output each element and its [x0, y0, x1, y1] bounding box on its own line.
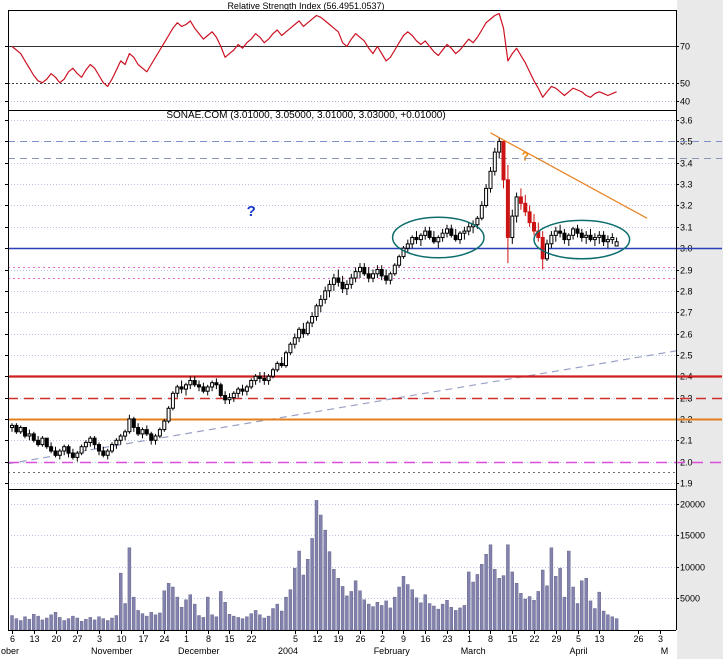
- svg-text:8: 8: [206, 634, 211, 644]
- svg-text:70: 70: [680, 42, 690, 52]
- svg-text:5000: 5000: [680, 594, 700, 604]
- svg-text:?: ?: [522, 150, 529, 164]
- svg-text:2.0: 2.0: [680, 458, 693, 468]
- svg-text:17: 17: [138, 634, 148, 644]
- svg-text:6: 6: [10, 634, 15, 644]
- rsi-line: [11, 13, 617, 98]
- svg-text:27: 27: [72, 634, 82, 644]
- gridlines: [5, 46, 679, 599]
- svg-text:5: 5: [293, 634, 298, 644]
- svg-text:24: 24: [159, 634, 169, 644]
- svg-text:13: 13: [29, 634, 39, 644]
- svg-text:?: ?: [247, 203, 256, 220]
- svg-text:3.3: 3.3: [680, 180, 693, 190]
- svg-text:1: 1: [184, 634, 189, 644]
- candlesticks: [10, 137, 619, 462]
- svg-text:3.2: 3.2: [680, 201, 693, 211]
- svg-text:5: 5: [576, 634, 581, 644]
- svg-text:12: 12: [312, 634, 322, 644]
- svg-text:29: 29: [551, 634, 561, 644]
- svg-text:3: 3: [658, 634, 663, 644]
- panel-borders: [8, 10, 677, 631]
- svg-text:2.1: 2.1: [680, 436, 693, 446]
- x-axis: 6 13 20 27 3 10 17 24 1 8 15 22 5 12 19 26 2 9 16 23 1 8 15 22 2…: [1, 630, 668, 656]
- svg-text:M: M: [661, 646, 669, 656]
- svg-text:1: 1: [467, 634, 472, 644]
- svg-text:26: 26: [633, 634, 643, 644]
- svg-text:8: 8: [488, 634, 493, 644]
- volume-bars: [10, 500, 619, 631]
- svg-text:19: 19: [333, 634, 343, 644]
- svg-text:16: 16: [420, 634, 430, 644]
- svg-text:2004: 2004: [278, 646, 298, 656]
- svg-text:20000: 20000: [680, 500, 705, 510]
- svg-text:22: 22: [529, 634, 539, 644]
- svg-text:2.8: 2.8: [680, 287, 693, 297]
- svg-text:26: 26: [355, 634, 365, 644]
- svg-text:9: 9: [401, 634, 406, 644]
- svg-text:March: March: [461, 646, 486, 656]
- svg-text:50: 50: [680, 79, 690, 89]
- svg-text:40: 40: [680, 97, 690, 107]
- svg-text:2.6: 2.6: [680, 330, 693, 340]
- svg-text:2.7: 2.7: [680, 308, 693, 318]
- svg-text:3.6: 3.6: [680, 116, 693, 126]
- svg-text:November: November: [91, 646, 133, 656]
- svg-text:February: February: [374, 646, 411, 656]
- question-mark-annotations: ??: [247, 150, 529, 221]
- svg-text:3.1: 3.1: [680, 223, 693, 233]
- annotation-shapes: [391, 132, 648, 260]
- svg-text:10000: 10000: [680, 563, 705, 573]
- svg-text:15000: 15000: [680, 531, 705, 541]
- svg-text:3: 3: [97, 634, 102, 644]
- svg-text:2.9: 2.9: [680, 266, 693, 276]
- svg-text:15: 15: [224, 634, 234, 644]
- svg-text:13: 13: [594, 634, 604, 644]
- svg-text:15: 15: [507, 634, 517, 644]
- svg-text:1.9: 1.9: [680, 479, 693, 489]
- svg-text:23: 23: [442, 634, 452, 644]
- svg-text:2.5: 2.5: [680, 351, 693, 361]
- svg-text:22: 22: [246, 634, 256, 644]
- svg-text:2: 2: [380, 634, 385, 644]
- svg-text:December: December: [178, 646, 220, 656]
- support-resistance-lines: [7, 141, 722, 473]
- svg-text:20: 20: [51, 634, 61, 644]
- svg-text:3.4: 3.4: [680, 159, 693, 169]
- svg-text:10: 10: [116, 634, 126, 644]
- svg-text:ober: ober: [1, 646, 19, 656]
- svg-text:April: April: [570, 646, 588, 656]
- y-axis-strip: [677, 0, 723, 659]
